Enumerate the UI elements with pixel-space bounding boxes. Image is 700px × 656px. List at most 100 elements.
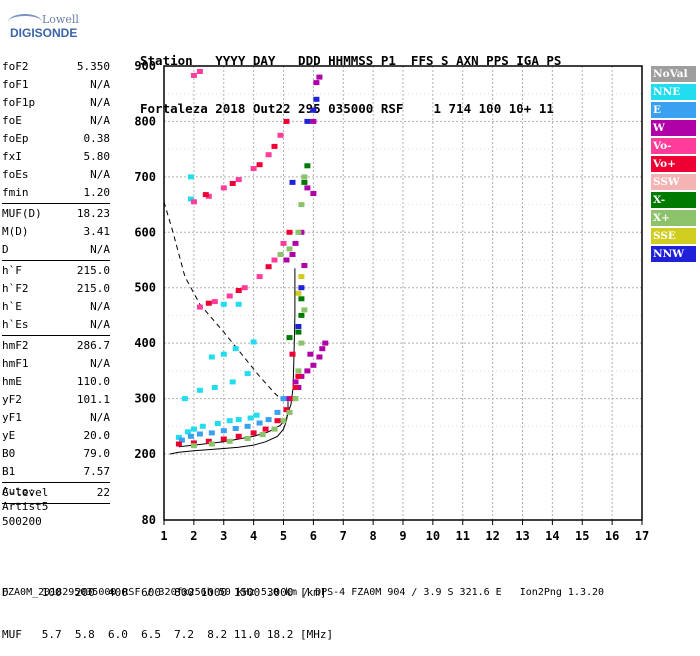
param-separator bbox=[2, 503, 110, 504]
echo-point-x+ bbox=[286, 409, 293, 415]
echo-point-vo+ bbox=[283, 407, 290, 413]
y-tick-label: 900 bbox=[134, 59, 156, 73]
y-tick-label: 500 bbox=[134, 281, 156, 295]
echo-point-vo+ bbox=[265, 264, 272, 270]
echo-point-nne bbox=[235, 301, 242, 307]
echo-point-x- bbox=[298, 296, 305, 302]
param-row: foEp 0.38 bbox=[2, 130, 110, 148]
echo-point-vo- bbox=[241, 285, 248, 291]
echo-point-vo+ bbox=[283, 118, 290, 124]
param-name: h`Es bbox=[2, 318, 29, 331]
echo-point-vo- bbox=[280, 240, 287, 246]
footer-distance-row: D 100 200 400 600 800 1000 1500 3000 [km… bbox=[2, 586, 327, 599]
echo-point-e bbox=[178, 437, 185, 443]
param-value: N/A bbox=[90, 357, 110, 370]
param-value: 1.20 bbox=[83, 186, 111, 199]
echo-point-e bbox=[244, 423, 251, 429]
param-name: M(D) bbox=[2, 225, 29, 238]
param-name: h`E bbox=[2, 300, 22, 313]
param-row: yE 20.0 bbox=[2, 427, 110, 445]
param-row: M(D) 3.41 bbox=[2, 223, 110, 241]
footer-muf-row: MUF 5.7 5.8 6.0 6.5 7.2 8.2 11.0 18.2 [M… bbox=[2, 628, 334, 641]
echo-point-vo+ bbox=[286, 229, 293, 235]
param-row: yF1 N/A bbox=[2, 409, 110, 427]
param-separator bbox=[2, 203, 110, 204]
param-row: foF1 N/A bbox=[2, 76, 110, 94]
param-name: yE bbox=[2, 429, 16, 442]
header-line1: Station YYYY DAY DDD HHMMSS P1 FFS S AXN… bbox=[140, 53, 562, 68]
echo-point-w bbox=[316, 354, 323, 360]
param-name: foF1p bbox=[2, 96, 36, 109]
legend-item: W bbox=[651, 120, 696, 136]
echo-point-vo+ bbox=[274, 418, 281, 424]
logo-line2: DIGISONDE bbox=[10, 26, 78, 40]
param-value: N/A bbox=[90, 318, 110, 331]
echo-point-w bbox=[283, 257, 290, 263]
echo-point-vo- bbox=[256, 274, 263, 280]
x-tick-label: 5 bbox=[280, 529, 287, 543]
echo-point-vo- bbox=[265, 152, 272, 158]
echo-point-x+ bbox=[301, 174, 308, 180]
echo-point-w bbox=[316, 74, 323, 80]
echo-point-vo+ bbox=[220, 436, 227, 442]
echo-point-nne bbox=[181, 396, 188, 402]
y-tick-label: 600 bbox=[134, 225, 156, 239]
echo-point-nne bbox=[235, 417, 242, 423]
param-value: N/A bbox=[90, 114, 110, 127]
echo-point-e bbox=[256, 420, 263, 426]
echo-point-vo+ bbox=[205, 300, 212, 306]
echo-point-w bbox=[292, 240, 299, 246]
param-name: foEs bbox=[2, 168, 29, 181]
echo-point-nne bbox=[244, 371, 251, 377]
param-separator bbox=[2, 335, 110, 336]
echo-point-x+ bbox=[244, 436, 251, 441]
echo-point-nne bbox=[220, 301, 227, 307]
param-name: h`F2 bbox=[2, 282, 29, 295]
echo-point-x+ bbox=[271, 426, 278, 432]
x-tick-label: 15 bbox=[575, 529, 589, 543]
param-row: foF1p N/A bbox=[2, 94, 110, 112]
legend-item: E bbox=[651, 102, 696, 118]
plot-frame bbox=[163, 65, 643, 521]
echo-point-w bbox=[310, 118, 317, 124]
x-tick-label: 12 bbox=[485, 529, 499, 543]
y-tick-label: 200 bbox=[134, 447, 156, 461]
echo-point-e bbox=[196, 431, 203, 437]
echo-point-w bbox=[304, 185, 311, 191]
echo-point-x+ bbox=[298, 340, 305, 346]
echo-point-vo- bbox=[271, 257, 278, 263]
auto-label: Auto: bbox=[2, 485, 36, 498]
param-separator bbox=[2, 260, 110, 261]
param-row: h`F 215.0 bbox=[2, 262, 110, 280]
x-tick-label: 3 bbox=[220, 529, 227, 543]
param-value: 101.1 bbox=[76, 393, 110, 406]
echo-point-nne bbox=[208, 354, 215, 360]
param-row: hmF1 N/A bbox=[2, 355, 110, 373]
param-value: 20.0 bbox=[83, 429, 111, 442]
param-row: h`F2 215.0 bbox=[2, 280, 110, 298]
x-tick-label: 9 bbox=[399, 529, 406, 543]
echo-point-vo- bbox=[196, 304, 203, 310]
echo-point-w bbox=[313, 80, 320, 86]
param-name: C-level bbox=[2, 486, 49, 499]
param-row: foE N/A bbox=[2, 112, 110, 130]
echo-point-vo- bbox=[190, 199, 197, 205]
param-value: 7.57 bbox=[83, 465, 111, 478]
echo-point-nnw bbox=[310, 107, 317, 113]
echo-point-nne bbox=[187, 174, 194, 180]
echo-point-x+ bbox=[259, 432, 266, 438]
echo-point-nnw bbox=[295, 324, 302, 329]
echo-point-nne bbox=[253, 412, 260, 418]
echo-point-x- bbox=[301, 179, 308, 185]
auto-software: Artist5 bbox=[2, 500, 49, 513]
echo-point-vo- bbox=[277, 132, 284, 138]
echo-point-e bbox=[232, 426, 239, 431]
echo-point-x+ bbox=[295, 229, 302, 235]
echo-point-e bbox=[280, 396, 287, 402]
param-name: hmF1 bbox=[2, 357, 29, 370]
param-name: foF2 bbox=[2, 60, 29, 73]
echo-point-vo+ bbox=[235, 288, 242, 293]
echo-point-x+ bbox=[208, 441, 215, 447]
auto-version: 500200 bbox=[2, 515, 42, 528]
echo-point-x+ bbox=[292, 396, 299, 402]
